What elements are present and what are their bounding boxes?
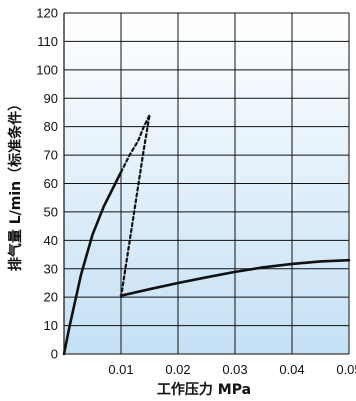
y-tick-labels: 0 10 20 30 40 50 60 70 80 90 100 110 120 <box>36 6 58 362</box>
solid-curve-0 <box>62 170 123 356</box>
y-tick-label: 100 <box>36 62 58 77</box>
y-tick-label: 90 <box>44 91 58 106</box>
y-tick-label: 40 <box>44 233 58 248</box>
y-tick-label: 10 <box>44 318 58 333</box>
y-tick-label: 0 <box>51 347 58 362</box>
y-tick-label: 60 <box>44 176 58 191</box>
x-tick-label: 0.04 <box>279 362 304 377</box>
solid-curve-3 <box>119 258 351 298</box>
y-tick-label: 80 <box>44 119 58 134</box>
x-axis-title: 工作压力 MPa <box>157 381 251 398</box>
y-tick-label: 50 <box>44 204 58 219</box>
x-tick-label: 0.01 <box>108 362 133 377</box>
x-tick-label: 0.03 <box>222 362 247 377</box>
y-tick-label: 120 <box>36 6 58 21</box>
grid <box>63 12 350 355</box>
y-tick-label: 110 <box>37 34 58 49</box>
x-tick-label: 0.02 <box>165 362 190 377</box>
series-group <box>62 114 351 356</box>
x-tick-label: 0.05 <box>336 362 356 377</box>
y-tick-label: 30 <box>44 261 58 276</box>
dotted-curve-1 <box>119 114 151 174</box>
dotted-curve-2 <box>119 114 151 299</box>
y-axis-title: 排气量 L/min（标准条件） <box>7 97 24 271</box>
y-tick-label: 70 <box>44 148 58 163</box>
y-tick-label: 20 <box>44 290 58 305</box>
x-tick-labels: 0.01 0.02 0.03 0.04 0.05 <box>108 362 356 377</box>
